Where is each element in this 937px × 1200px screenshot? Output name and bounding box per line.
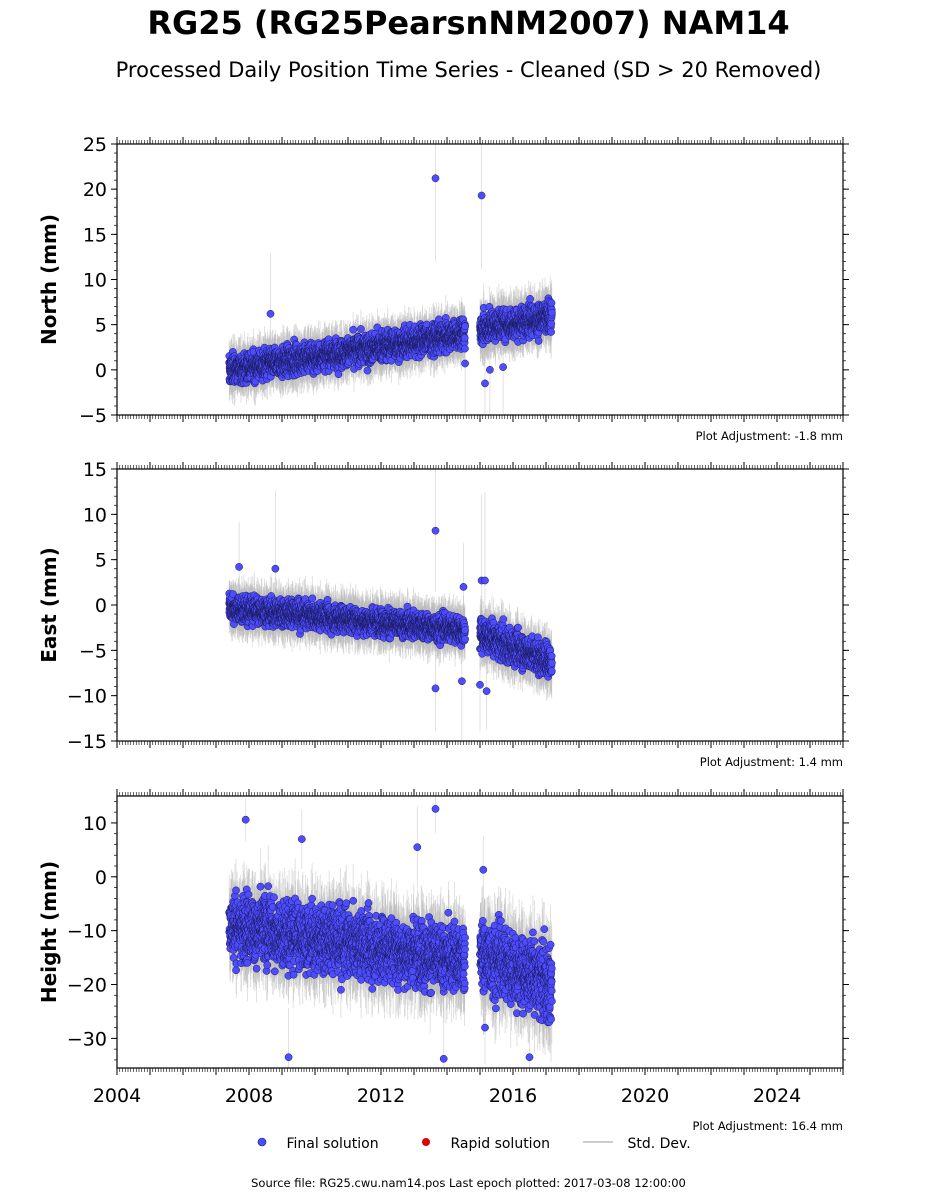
data-point (357, 325, 365, 333)
data-point (363, 366, 372, 375)
plot-area (225, 144, 556, 415)
data-point (349, 325, 358, 334)
stddev-bars (228, 144, 553, 415)
page-subtitle: Processed Daily Position Time Series - C… (0, 58, 937, 82)
page-title: RG25 (RG25PearsnNM2007) NAM14 (0, 4, 937, 42)
final-solution-points (225, 174, 556, 388)
